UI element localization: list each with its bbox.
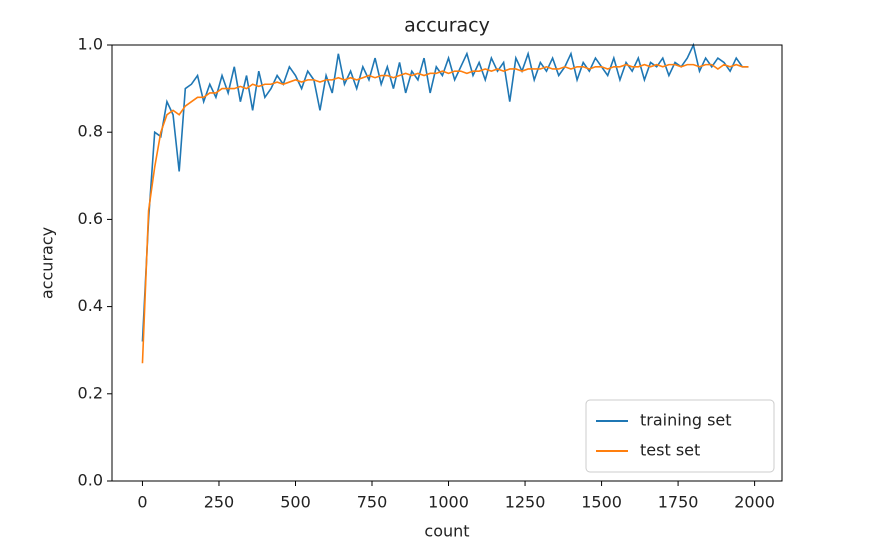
x-tick-label: 1000 [428,493,469,512]
y-tick-label: 0.2 [78,383,103,402]
x-axis-label: count [424,522,469,541]
y-tick-label: 1.0 [78,35,103,54]
legend-label: test set [640,441,700,460]
x-tick-label: 500 [280,493,311,512]
y-tick-label: 0.8 [78,122,103,141]
chart-title: accuracy [404,15,490,37]
legend-box [585,399,775,473]
x-tick-label: 750 [357,493,388,512]
x-tick-label: 1250 [505,493,546,512]
plot-frame [111,44,783,482]
y-tick-label: 0.0 [78,471,103,490]
y-tick-label: 0.6 [78,209,103,228]
y-tick-label: 0.4 [78,296,103,315]
line [141,63,749,364]
y-axis-label: accuracy [38,227,57,299]
x-tick-label: 1500 [581,493,622,512]
x-tick-label: 2000 [734,493,775,512]
x-tick-label: 1750 [658,493,699,512]
line [141,42,749,342]
legend-label: training set [640,411,732,430]
x-tick-label: 0 [137,493,147,512]
x-tick-label: 250 [204,493,235,512]
